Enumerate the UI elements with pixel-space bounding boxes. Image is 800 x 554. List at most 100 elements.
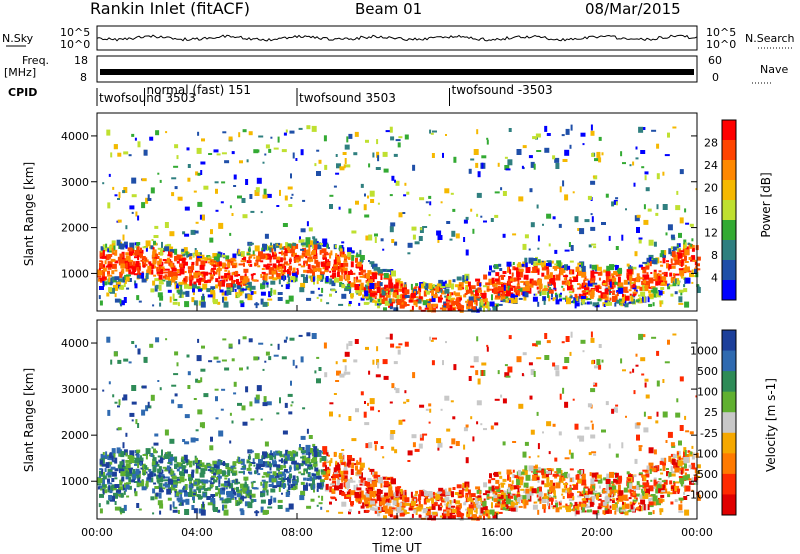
velocity-cell bbox=[658, 483, 661, 488]
power-cell bbox=[524, 257, 528, 263]
velocity-cell bbox=[502, 441, 506, 446]
power-cell bbox=[251, 274, 254, 281]
velocity-cell bbox=[229, 491, 233, 496]
velocity-cell bbox=[228, 343, 233, 348]
power-cell bbox=[376, 139, 379, 145]
power-cell bbox=[444, 295, 449, 298]
power-cell bbox=[157, 247, 163, 250]
velocity-cell bbox=[680, 500, 683, 504]
power-cell bbox=[511, 285, 516, 288]
velocity-cell bbox=[568, 499, 574, 502]
power-cell bbox=[435, 292, 437, 295]
velocity-cell bbox=[431, 360, 435, 366]
power-cell bbox=[471, 306, 476, 311]
power-cell bbox=[283, 261, 288, 265]
power-cell bbox=[343, 164, 346, 169]
power-cell bbox=[117, 198, 120, 200]
power-cell bbox=[555, 274, 561, 281]
power-cell bbox=[572, 300, 575, 304]
velocity-cell bbox=[197, 463, 202, 466]
power-cell bbox=[611, 292, 615, 296]
velocity-cell bbox=[389, 401, 393, 404]
power-cell bbox=[184, 271, 187, 273]
power-cell bbox=[105, 243, 108, 248]
velocity-cell bbox=[662, 461, 666, 466]
power-cell bbox=[664, 154, 670, 157]
power-cell bbox=[689, 223, 694, 227]
power-cell bbox=[611, 273, 615, 277]
velocity-cell bbox=[163, 483, 166, 487]
power-cell bbox=[334, 277, 339, 283]
power-cell bbox=[109, 282, 113, 286]
velocity-cell bbox=[618, 490, 624, 496]
velocity-cell bbox=[655, 420, 659, 424]
velocity-cell bbox=[159, 387, 162, 391]
velocity-cell bbox=[296, 475, 299, 478]
power-cell bbox=[336, 163, 341, 169]
power-cell bbox=[310, 290, 315, 294]
velocity-cell bbox=[512, 469, 515, 473]
velocity-cell bbox=[339, 456, 343, 460]
velocity-cell bbox=[171, 399, 175, 404]
power-cell bbox=[452, 308, 455, 311]
power-cell bbox=[347, 251, 352, 257]
velocity-cell bbox=[678, 457, 681, 460]
velocity-cell bbox=[127, 455, 133, 459]
velocity-cell bbox=[105, 451, 108, 456]
velocity-cell bbox=[117, 427, 122, 431]
velocity-cell bbox=[576, 503, 579, 509]
velocity-cell bbox=[643, 476, 647, 482]
power-cell bbox=[451, 300, 457, 305]
power-cell bbox=[494, 297, 500, 300]
velocity-cell bbox=[137, 348, 141, 355]
velocity-cell bbox=[473, 356, 479, 363]
power-cell bbox=[344, 270, 348, 275]
velocity-cell bbox=[381, 497, 386, 504]
power-cell bbox=[263, 188, 267, 195]
velocity-cell bbox=[152, 457, 157, 462]
velocity-cell bbox=[658, 478, 662, 481]
velocity-cell bbox=[176, 491, 179, 497]
power-cell bbox=[176, 289, 180, 293]
velocity-cell bbox=[393, 515, 399, 520]
velocity-cell bbox=[367, 402, 369, 406]
power-cell bbox=[196, 286, 200, 290]
power-cell bbox=[645, 274, 650, 280]
power-cell bbox=[278, 270, 283, 273]
velocity-cell bbox=[283, 339, 287, 343]
velocity-cell bbox=[165, 484, 170, 488]
power-cell bbox=[645, 280, 650, 287]
power-cell bbox=[350, 282, 356, 288]
velocity-cell bbox=[522, 499, 527, 505]
power-cell bbox=[213, 149, 219, 153]
power-cell bbox=[281, 149, 287, 153]
power-cell bbox=[502, 233, 506, 238]
velocity-cell bbox=[486, 513, 489, 517]
velocity-cell bbox=[312, 443, 316, 447]
velocity-cell bbox=[253, 464, 256, 467]
power-cell bbox=[322, 257, 326, 259]
velocity-cell bbox=[347, 488, 349, 491]
velocity-cell bbox=[153, 442, 159, 446]
power-cell bbox=[597, 290, 602, 293]
power-cell bbox=[208, 153, 213, 155]
velocity-cell bbox=[212, 476, 215, 480]
velocity-cell bbox=[425, 408, 429, 411]
velocity-cell bbox=[150, 453, 154, 457]
power-cell bbox=[290, 243, 296, 250]
power-cell bbox=[437, 235, 443, 240]
velocity-cell bbox=[561, 341, 565, 344]
power-cell bbox=[636, 273, 640, 279]
velocity-cell bbox=[210, 436, 213, 442]
velocity-cell bbox=[627, 474, 633, 480]
power-cell bbox=[691, 244, 695, 248]
velocity-cell bbox=[418, 443, 423, 449]
power-cell bbox=[605, 275, 609, 282]
velocity-cell bbox=[499, 475, 503, 479]
velocity-cell bbox=[154, 486, 160, 489]
velocity-cell bbox=[153, 482, 157, 485]
power-cell bbox=[324, 270, 329, 273]
power-cell bbox=[374, 233, 378, 237]
power-cell bbox=[382, 297, 388, 303]
velocity-cell bbox=[178, 491, 183, 495]
